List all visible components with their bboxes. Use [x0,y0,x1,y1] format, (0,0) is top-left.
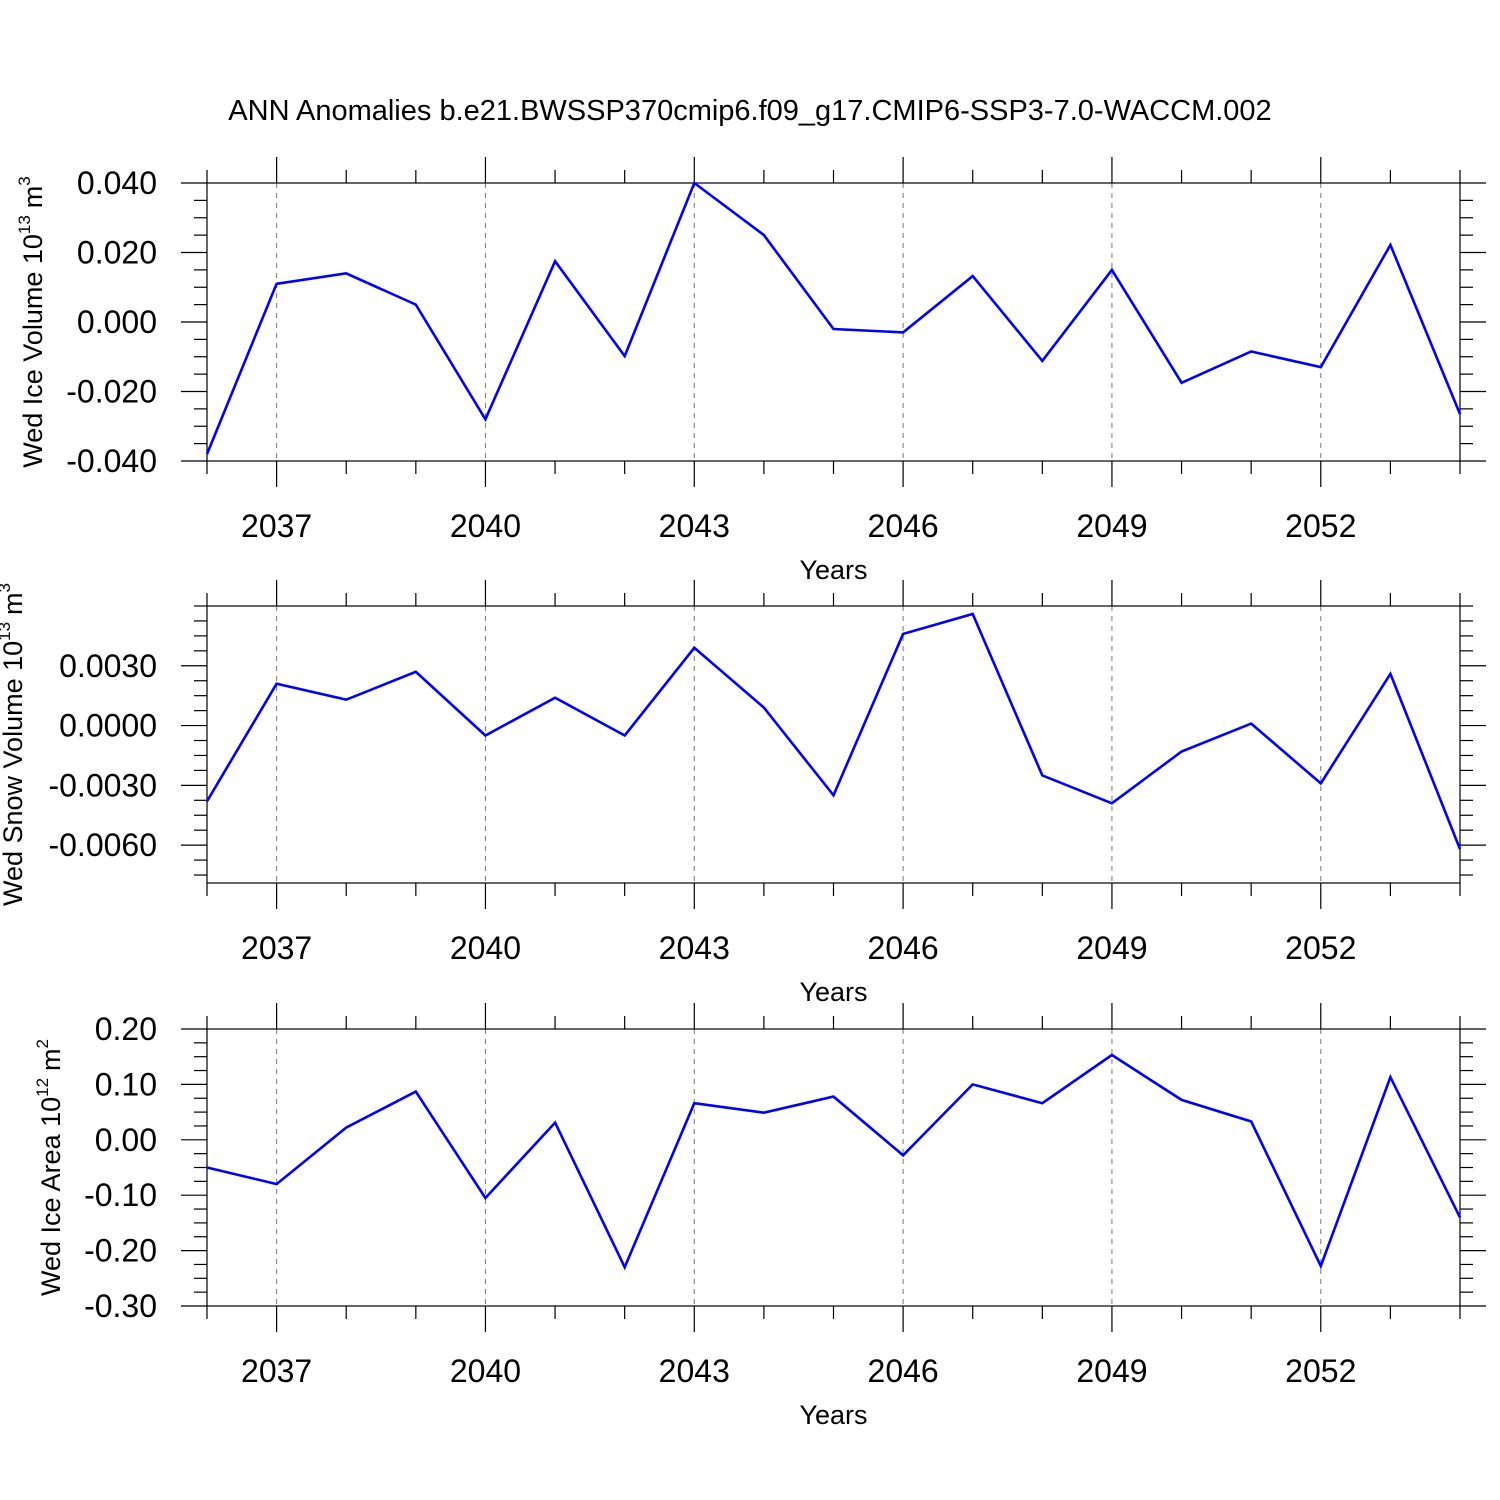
x-tick-label: 2037 [241,1353,312,1389]
x-tick-label: 2049 [1076,1353,1147,1389]
panel-3: -0.30 -0.20 -0.10 0.00 0.10 0.20 2037 2040 2043 2… [33,1003,1486,1430]
x-tick-label: 2043 [659,1353,730,1389]
y-axis-title-exponent: 13 [0,622,14,641]
chart-title: ANN Anomalies b.e21.BWSSP370cmip6.f09_g1… [228,95,1271,127]
y-tick-label: 0.0000 [59,708,157,744]
x-tick-label: 2046 [868,1353,939,1389]
x-axis-title: Years [799,555,867,585]
y-axis-title-part: m [36,1048,66,1071]
y-axis-title-part: Wed Snow Volume 10 [0,641,28,906]
y-tick-label: -0.0060 [48,827,157,863]
y-tick-label: 0.000 [77,304,157,340]
y-axis-title-exponent: 3 [15,176,34,185]
panel-1: -0.040 -0.020 0.000 0.020 0.040 2037 2040 2043 2… [15,157,1486,585]
y-axis-title-exponent: 2 [33,1039,52,1048]
y-axis-title: Wed Ice Area 1012 m2 [33,1039,66,1296]
y-axis-title-exponent: 13 [15,215,34,234]
x-tick-label: 2049 [1076,930,1147,966]
x-tick-label: 2049 [1076,508,1147,544]
y-tick-label: 0.020 [77,235,157,271]
y-tick-label: 0.00 [95,1122,157,1158]
series-line [206,1053,1462,1271]
y-tick-label: 0.040 [77,165,157,201]
y-tick-label: 0.20 [95,1011,157,1047]
y-tick-label: -0.020 [66,374,157,410]
x-tick-label: 2046 [868,508,939,544]
x-tick-label: 2052 [1285,1353,1356,1389]
x-tick-label: 2040 [450,930,521,966]
x-tick-label: 2037 [241,508,312,544]
plot-frame [206,605,1461,884]
series-line [205,180,1462,455]
y-axis-title-part: Wed Ice Volume 10 [18,234,48,468]
y-axis-title-part: m [18,186,48,209]
x-tick-label: 2043 [659,508,730,544]
series-line [205,612,1462,850]
y-axis-title-part: Wed Ice Area 10 [36,1097,66,1296]
y-axis-title-exponent: 12 [33,1078,52,1097]
x-tick-label: 2052 [1285,930,1356,966]
y-tick-label: -0.0030 [48,767,157,803]
panel-2: -0.0060 -0.0030 0.0000 0.0030 2037 2040 2043 20… [0,580,1486,1007]
y-tick-label: 0.10 [95,1066,157,1102]
x-axis-title: Years [799,1400,867,1430]
x-tick-label: 2052 [1285,508,1356,544]
y-tick-label: -0.040 [66,443,157,479]
y-tick-label: 0.0030 [59,648,157,684]
y-tick-label: -0.30 [84,1288,157,1324]
y-axis-title-exponent: 3 [0,583,14,592]
y-axis-title-part: m [0,592,28,615]
y-axis-title: Wed Snow Volume 1013 m3 [0,583,28,906]
chart-panels: -0.040 -0.020 0.000 0.020 0.040 2037 2040 2043 2… [0,157,1486,1430]
x-tick-label: 2043 [659,930,730,966]
x-tick-label: 2040 [450,508,521,544]
x-tick-label: 2040 [450,1353,521,1389]
x-tick-label: 2046 [868,930,939,966]
y-tick-label: -0.20 [84,1233,157,1269]
x-tick-label: 2037 [241,930,312,966]
plot-frame [206,182,1461,462]
y-axis-title: Wed Ice Volume 1013 m3 [15,176,48,468]
x-axis-title: Years [799,977,867,1007]
y-tick-label: -0.10 [84,1177,157,1213]
